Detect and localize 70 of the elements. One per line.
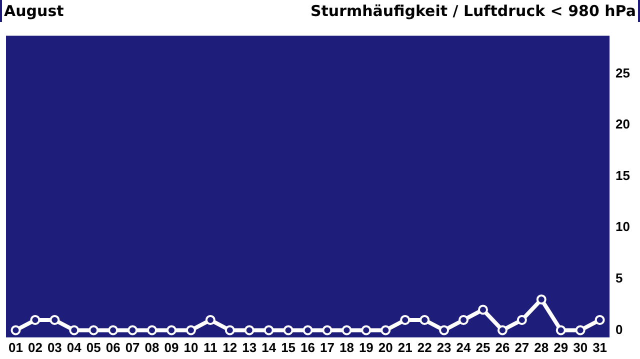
x-tick-label: 20 bbox=[378, 340, 393, 355]
point bbox=[30, 314, 40, 325]
point bbox=[361, 325, 372, 336]
x-tick-label: 29 bbox=[554, 340, 568, 355]
x-tick-label: 15 bbox=[281, 340, 296, 355]
point bbox=[283, 325, 294, 336]
point bbox=[458, 314, 469, 325]
x-tick-label: 24 bbox=[456, 340, 472, 355]
point bbox=[594, 314, 605, 325]
point bbox=[439, 325, 450, 336]
x-tick-label: 18 bbox=[339, 340, 354, 355]
x-tick-label: 22 bbox=[417, 340, 432, 355]
x-tick-label: 14 bbox=[262, 340, 277, 355]
x-tick-label: 21 bbox=[398, 340, 412, 355]
point bbox=[224, 325, 235, 336]
point bbox=[536, 294, 546, 304]
x-tick-label: 02 bbox=[28, 340, 42, 355]
point bbox=[556, 325, 566, 336]
x-tick-label: 11 bbox=[204, 340, 218, 355]
point bbox=[244, 325, 254, 336]
x-tick-label: 01 bbox=[8, 340, 23, 355]
point bbox=[50, 314, 60, 325]
y-tick-label: 25 bbox=[616, 65, 630, 80]
point bbox=[497, 325, 508, 336]
y-tick-label: 15 bbox=[616, 168, 630, 183]
x-tick-label: 30 bbox=[573, 340, 588, 355]
y-tick-label: 0 bbox=[616, 322, 623, 337]
point bbox=[69, 325, 80, 336]
point bbox=[302, 325, 313, 336]
point bbox=[516, 314, 527, 325]
point bbox=[166, 325, 176, 336]
point bbox=[380, 325, 391, 336]
x-tick-label: 06 bbox=[106, 340, 120, 355]
point bbox=[88, 325, 99, 336]
point bbox=[322, 325, 332, 336]
y-tick-label: 5 bbox=[616, 270, 623, 286]
point bbox=[186, 325, 196, 336]
x-tick-label: 19 bbox=[358, 340, 374, 355]
point bbox=[400, 314, 410, 325]
x-tick-label: 10 bbox=[184, 340, 198, 355]
x-tick-label: 04 bbox=[66, 340, 82, 355]
x-tick-label: 16 bbox=[300, 340, 316, 355]
point bbox=[478, 304, 488, 315]
x-tick-label: 12 bbox=[222, 340, 238, 355]
x-tick-label: 25 bbox=[476, 340, 490, 355]
x-tick-label: 23 bbox=[436, 340, 452, 355]
x-tick-label: 31 bbox=[592, 340, 608, 355]
chart-subtitle: Sturmhäufigkeit / Luftdruck < 980 hPa bbox=[310, 2, 636, 20]
point bbox=[10, 325, 21, 336]
y-tick-label: 20 bbox=[616, 116, 630, 132]
y-tick-label: 10 bbox=[616, 219, 630, 234]
x-tick-label: 13 bbox=[242, 340, 257, 355]
point bbox=[147, 325, 158, 336]
point bbox=[264, 325, 274, 336]
x-tick-label: 09 bbox=[164, 340, 179, 355]
x-tick-label: 17 bbox=[320, 340, 334, 355]
x-tick-label: 26 bbox=[495, 340, 510, 355]
x-tick-label: 03 bbox=[47, 340, 62, 355]
x-tick-label: 05 bbox=[86, 340, 101, 355]
x-tick-label: 27 bbox=[514, 340, 530, 355]
point bbox=[575, 325, 586, 336]
point bbox=[342, 325, 352, 336]
point bbox=[128, 325, 138, 336]
point bbox=[108, 325, 118, 336]
chart-title: August bbox=[4, 2, 64, 20]
point bbox=[205, 314, 216, 325]
x-tick-label: 28 bbox=[534, 340, 549, 355]
x-tick-label: 08 bbox=[144, 340, 160, 355]
x-tick-label: 07 bbox=[125, 340, 140, 355]
point bbox=[420, 314, 430, 325]
